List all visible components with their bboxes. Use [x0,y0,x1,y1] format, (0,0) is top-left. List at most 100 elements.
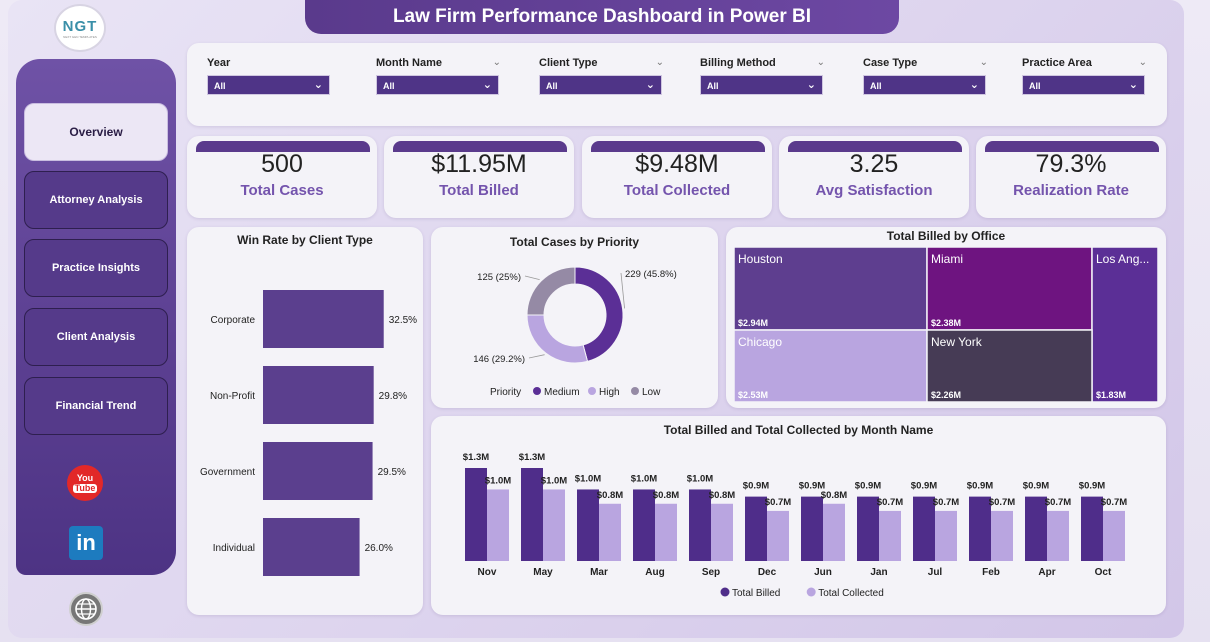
collected-bar[interactable] [711,503,733,561]
win-rate-chart: Corporate 32.5% Non-Profit 29.8% Government 2… [200,290,417,576]
billed-bar[interactable] [633,489,655,561]
billed-data-label: $0.9M [855,481,881,492]
nav-overview-button[interactable]: Overview [24,103,168,161]
office-tile-label: New York [931,335,983,349]
nav-client-analysis-button[interactable]: Client Analysis [24,308,168,366]
chevron-down-icon[interactable]: ⌄ [816,57,825,68]
filter-month-name: Month Name ⌄ All ⌄ [376,57,501,95]
collected-bar[interactable] [1047,510,1069,561]
win-rate-bar[interactable] [263,366,374,424]
billed-data-label: $0.9M [743,481,769,492]
kpi-accent-bar [393,141,567,152]
globe-icon-graphic [75,598,97,620]
kpi-total-collected-value: $9.48M [635,150,719,178]
collected-bar[interactable] [991,510,1013,561]
billed-bar[interactable] [801,496,823,561]
filter-client-type: Client Type ⌄ All ⌄ [539,57,664,95]
filter-panel: Year All ⌄ Month Name ⌄ All ⌄ Client Type… [187,43,1167,126]
billed-bar[interactable] [577,489,599,561]
nav-attorney-analysis-button[interactable]: Attorney Analysis [24,171,168,229]
kpi-total-billed-label: Total Billed [439,182,519,199]
win-rate-data-label: 32.5% [389,315,417,326]
collected-bar[interactable] [935,510,957,561]
collected-data-label: $0.8M [709,490,735,501]
chevron-down-icon[interactable]: ⌄ [492,57,501,68]
collected-bar[interactable] [599,503,621,561]
collected-bar[interactable] [487,489,509,561]
filter-year: Year All ⌄ [207,57,332,95]
kpi-total-cases-card: 500 Total Cases [187,136,377,218]
office-tile[interactable] [733,246,928,331]
office-tile-value: $2.38M [931,318,961,328]
chevron-down-icon: ⌄ [969,79,979,91]
filter-client-type-dropdown[interactable]: All ⌄ [539,75,662,95]
collected-data-label: $0.7M [765,497,791,508]
win-rate-panel: Win Rate by Client Type Corporate 32.5% No… [187,227,423,615]
youtube-icon-tube: Tube [72,482,98,493]
collected-data-label: $0.7M [877,497,903,508]
nav-financial-trend-button[interactable]: Financial Trend [24,377,168,435]
billed-bar[interactable] [969,496,991,561]
collected-bar[interactable] [767,510,789,561]
office-tile[interactable] [733,329,928,403]
filter-year-dropdown[interactable]: All ⌄ [207,75,330,95]
billed-bar[interactable] [1025,496,1047,561]
month-tick-label: Apr [1038,567,1055,578]
priority-slice[interactable] [526,314,589,364]
kpi-total-collected-card: $9.48M Total Collected [582,136,772,218]
kpi-avg-satisfaction-value: 3.25 [849,150,899,178]
win-rate-bar[interactable] [263,290,384,348]
monthly-bar-chart: $1.3M $1.0M Nov $1.3M $1.0M May $1.0M $0.8M Mar $… [463,452,1127,599]
filter-practice-area-value: All [1029,81,1041,91]
priority-legend-label[interactable]: High [599,387,620,398]
filter-practice-area-dropdown[interactable]: All ⌄ [1022,75,1145,95]
priority-slice[interactable] [526,266,576,316]
billed-bar[interactable] [857,496,879,561]
priority-title: Total Cases by Priority [509,235,640,249]
priority-legend-label[interactable]: Low [642,387,661,398]
nav-practice-insights-button[interactable]: Practice Insights [24,239,168,297]
monthly-legend-label[interactable]: Total Collected [818,588,884,599]
chevron-down-icon: ⌄ [1128,79,1138,91]
youtube-icon[interactable]: You Tube [67,465,103,501]
monthly-title: Total Billed and Total Collected by Mont… [663,423,934,437]
billed-bar[interactable] [521,468,543,561]
collected-data-label: $0.7M [989,497,1015,508]
win-rate-data-label: 26.0% [365,543,393,554]
office-tile[interactable] [926,246,1093,331]
globe-icon[interactable] [69,592,103,626]
filter-case-type-dropdown[interactable]: All ⌄ [863,75,986,95]
priority-legend-title: Priority [490,387,521,398]
billed-bar[interactable] [1081,496,1103,561]
chevron-down-icon[interactable]: ⌄ [1138,57,1147,68]
priority-legend-label[interactable]: Medium [544,387,580,398]
billed-data-label: $1.0M [575,473,601,484]
office-tile[interactable] [1091,246,1159,403]
office-tile-label: Los Ang... [1096,252,1149,266]
filter-month-name-value: All [383,81,395,91]
win-rate-category-label: Corporate [211,315,256,326]
billed-bar[interactable] [465,468,487,561]
month-tick-label: Mar [590,567,608,578]
collected-bar[interactable] [543,489,565,561]
monthly-legend-label[interactable]: Total Billed [732,588,780,599]
filter-billing-method-value: All [707,81,719,91]
filter-month-name-dropdown[interactable]: All ⌄ [376,75,499,95]
chevron-down-icon[interactable]: ⌄ [979,57,988,68]
office-tile[interactable] [926,329,1093,403]
kpi-accent-bar [591,141,765,152]
collected-bar[interactable] [879,510,901,561]
office-tile-value: $2.26M [931,390,961,400]
collected-bar[interactable] [1103,510,1125,561]
win-rate-bar[interactable] [263,518,360,576]
billed-bar[interactable] [689,489,711,561]
billed-bar[interactable] [913,496,935,561]
filter-case-type-value: All [870,81,882,91]
collected-bar[interactable] [823,503,845,561]
win-rate-bar[interactable] [263,442,373,500]
billed-bar[interactable] [745,496,767,561]
collected-bar[interactable] [655,503,677,561]
filter-billing-method-dropdown[interactable]: All ⌄ [700,75,823,95]
chevron-down-icon[interactable]: ⌄ [655,57,664,68]
linkedin-icon[interactable]: in [69,526,103,560]
